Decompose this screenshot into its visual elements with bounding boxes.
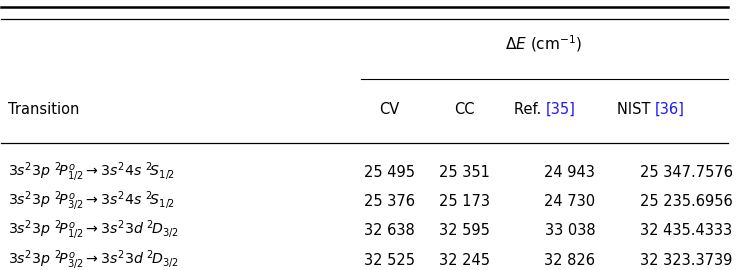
Text: [35]: [35] (546, 102, 576, 117)
Text: 25 495: 25 495 (364, 165, 415, 180)
Text: 33 038: 33 038 (545, 223, 595, 238)
Text: CV: CV (379, 102, 400, 117)
Text: 32 245: 32 245 (439, 252, 490, 268)
Text: $\Delta E\ \mathrm{(cm^{-1})}$: $\Delta E\ \mathrm{(cm^{-1})}$ (505, 33, 582, 54)
Text: Ref.: Ref. (514, 102, 546, 117)
Text: NIST: NIST (617, 102, 655, 117)
Text: 24 730: 24 730 (545, 194, 595, 209)
Text: 32 595: 32 595 (439, 223, 490, 238)
Text: [36]: [36] (655, 102, 685, 117)
Text: 24 943: 24 943 (545, 165, 595, 180)
Text: 32 826: 32 826 (545, 252, 595, 268)
Text: CC: CC (454, 102, 475, 117)
Text: 25 351: 25 351 (439, 165, 490, 180)
Text: 25 235.6956: 25 235.6956 (640, 194, 732, 209)
Text: 25 347.7576: 25 347.7576 (640, 165, 732, 180)
Text: 32 323.3739: 32 323.3739 (640, 252, 732, 268)
Text: Transition: Transition (8, 102, 79, 117)
Text: 32 525: 32 525 (364, 252, 415, 268)
Text: $3s^2 3p\ {}^2\!P^o_{1/2} \rightarrow 3s^2 4s\ {}^2\!S_{1/2}$: $3s^2 3p\ {}^2\!P^o_{1/2} \rightarrow 3s… (8, 161, 175, 184)
Text: $3s^2 3p\ {}^2\!P^o_{1/2} \rightarrow 3s^2 3d\ {}^2\!D_{3/2}$: $3s^2 3p\ {}^2\!P^o_{1/2} \rightarrow 3s… (8, 219, 179, 242)
Text: 25 173: 25 173 (439, 194, 490, 209)
Text: 32 435.4333: 32 435.4333 (640, 223, 732, 238)
Text: $3s^2 3p\ {}^2\!P^o_{3/2} \rightarrow 3s^2 3d\ {}^2\!D_{3/2}$: $3s^2 3p\ {}^2\!P^o_{3/2} \rightarrow 3s… (8, 248, 179, 270)
Text: 32 638: 32 638 (364, 223, 415, 238)
Text: $3s^2 3p\ {}^2\!P^o_{3/2} \rightarrow 3s^2 4s\ {}^2\!S_{1/2}$: $3s^2 3p\ {}^2\!P^o_{3/2} \rightarrow 3s… (8, 190, 175, 213)
Text: 25 376: 25 376 (364, 194, 415, 209)
